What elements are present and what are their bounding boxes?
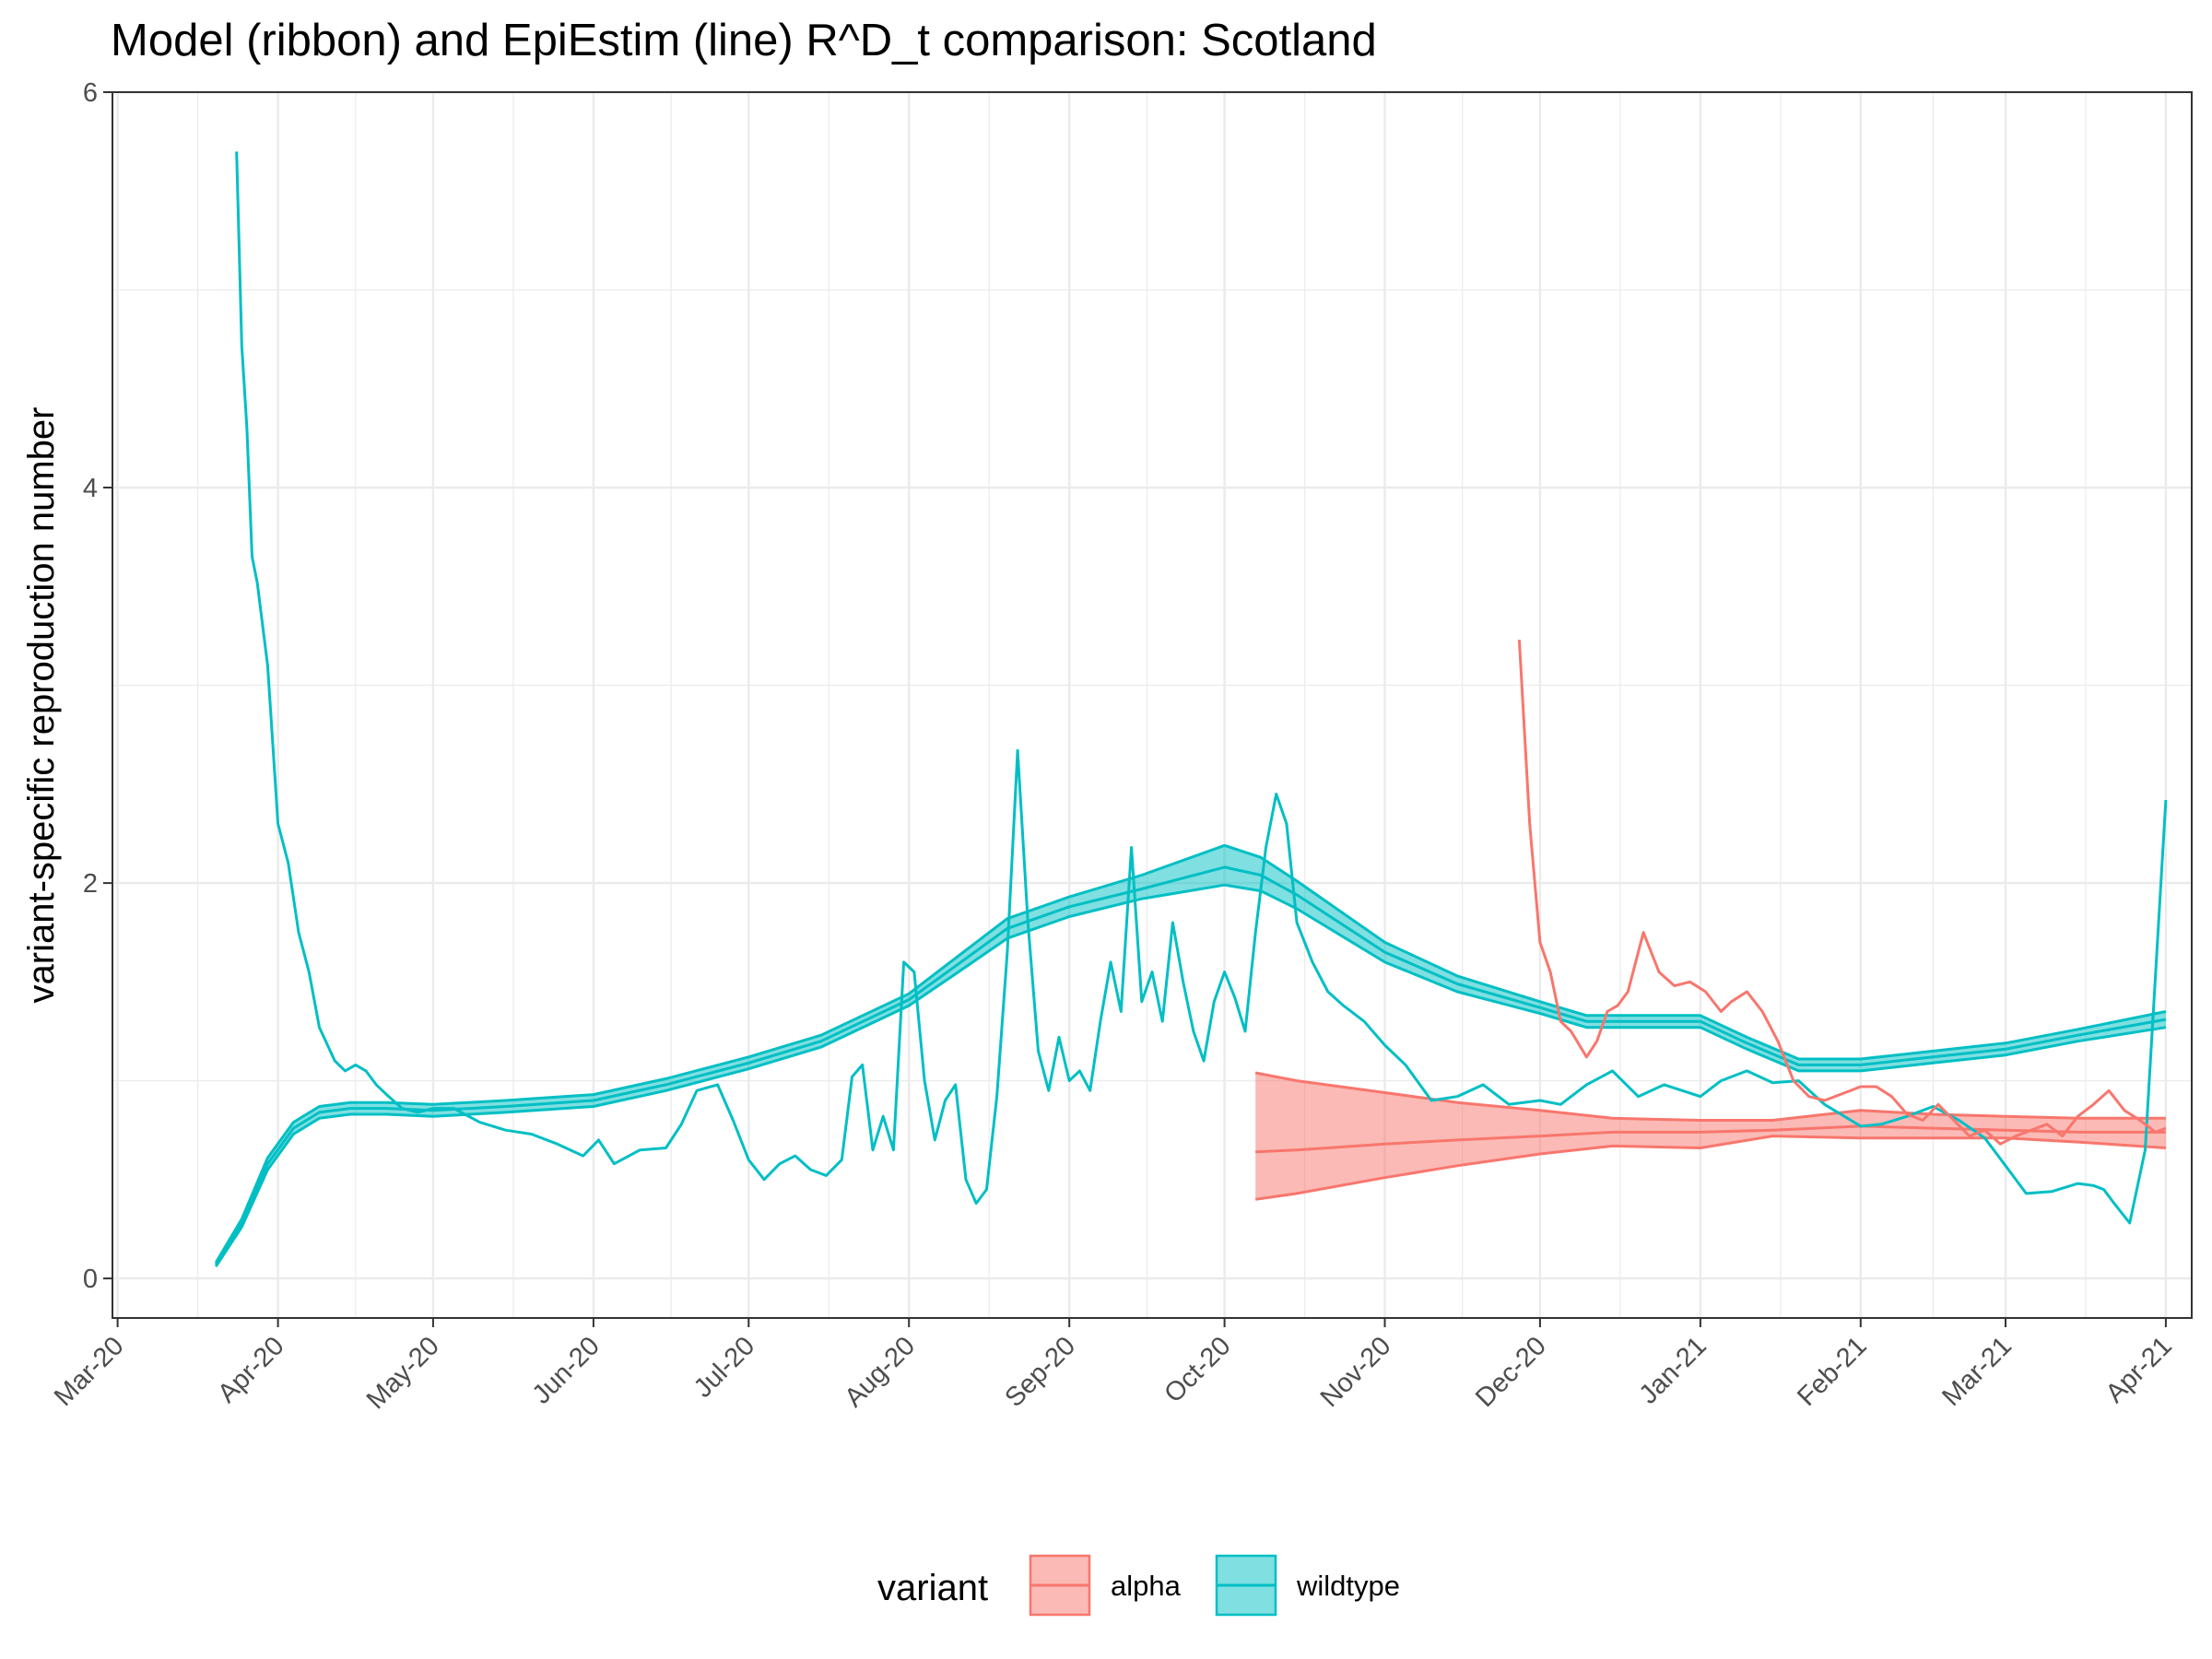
legend-key-alpha — [1029, 1554, 1091, 1617]
epiestim-line-alpha — [1517, 640, 2167, 1146]
x-tick-label: May-20 — [361, 1331, 445, 1415]
plot-panel-border — [112, 91, 2193, 1319]
x-tick-label: Jun-20 — [527, 1331, 606, 1409]
ribbon-upper-alpha — [1254, 1071, 2166, 1122]
ribbon-lower-wildtype — [214, 883, 2167, 1268]
ribbon-upper-wildtype — [214, 843, 2167, 1264]
legend-title: variant — [877, 1568, 988, 1608]
x-tick-label: Aug-20 — [839, 1331, 921, 1413]
grid-minor-x — [197, 92, 2087, 1318]
legend: variant alpha wildtype — [877, 1554, 1400, 1617]
x-tick-label: Apr-20 — [212, 1331, 289, 1408]
ribbons — [214, 843, 2167, 1268]
y-axis-title: variant-specific reproduction number — [21, 407, 62, 1004]
x-tick-label: Jan-21 — [1634, 1331, 1712, 1409]
y-tick-label: 6 — [83, 78, 98, 108]
grid-minor-y — [112, 288, 2192, 1082]
ribbon-lower-alpha — [1254, 1135, 2167, 1201]
x-axis: Mar-20 Apr-20 May-20 Jun-20 Jul-20 Aug-20 Sep-… — [49, 1318, 2178, 1415]
x-tick-label: Dec-20 — [1470, 1331, 1552, 1413]
x-tick-label: Apr-21 — [2100, 1331, 2178, 1408]
epiestim-line-wildtype — [235, 151, 2168, 1225]
legend-label-wildtype: wildtype — [1296, 1570, 1400, 1602]
epiestim-lines — [235, 151, 2168, 1225]
legend-key-wildtype — [1215, 1554, 1277, 1617]
x-tick-label: Feb-21 — [1792, 1331, 1873, 1412]
x-tick-label: Jul-20 — [688, 1331, 760, 1403]
x-tick-label: Nov-20 — [1315, 1331, 1397, 1413]
x-tick-label: Sep-20 — [999, 1331, 1081, 1413]
legend-label-alpha: alpha — [1111, 1570, 1182, 1602]
chart-title: Model (ribbon) and EpiEstim (line) R^D_t… — [111, 16, 1377, 65]
ribbon-mid-wildtype — [214, 865, 2167, 1265]
y-tick-label: 4 — [83, 474, 98, 503]
y-axis: 0 2 4 6 — [83, 78, 112, 1294]
x-tick-label: Mar-21 — [1936, 1331, 2018, 1412]
y-tick-label: 2 — [83, 869, 98, 899]
y-tick-label: 0 — [83, 1265, 98, 1294]
x-tick-label: Mar-20 — [49, 1331, 130, 1412]
x-tick-label: Oct-20 — [1159, 1331, 1236, 1408]
ribbon-alpha — [1255, 1073, 2166, 1200]
ribbon-mid-alpha — [1255, 1124, 2166, 1154]
